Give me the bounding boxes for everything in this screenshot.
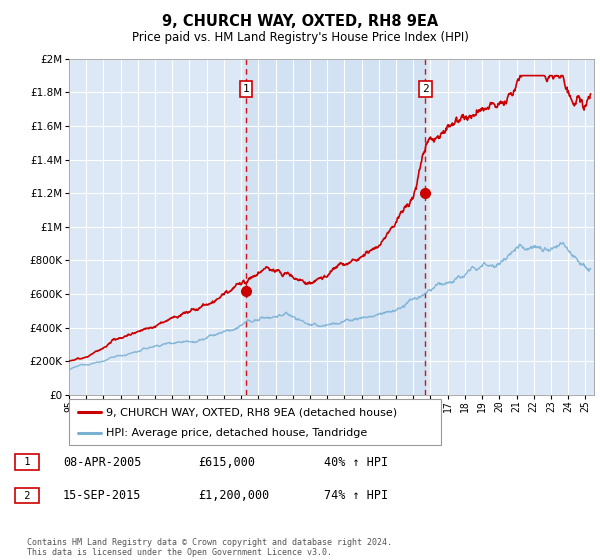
Text: Contains HM Land Registry data © Crown copyright and database right 2024.
This d: Contains HM Land Registry data © Crown c…	[27, 538, 392, 557]
Text: 1: 1	[242, 84, 249, 94]
Text: 2: 2	[422, 84, 429, 94]
Text: 15-SEP-2015: 15-SEP-2015	[63, 489, 142, 502]
Text: 9, CHURCH WAY, OXTED, RH8 9EA (detached house): 9, CHURCH WAY, OXTED, RH8 9EA (detached …	[106, 407, 397, 417]
Text: £1,200,000: £1,200,000	[198, 489, 269, 502]
Text: 9, CHURCH WAY, OXTED, RH8 9EA: 9, CHURCH WAY, OXTED, RH8 9EA	[162, 14, 438, 29]
Text: 1: 1	[17, 457, 37, 467]
Text: HPI: Average price, detached house, Tandridge: HPI: Average price, detached house, Tand…	[106, 428, 367, 438]
Text: 74% ↑ HPI: 74% ↑ HPI	[324, 489, 388, 502]
Bar	[246, 59, 425, 395]
Text: 08-APR-2005: 08-APR-2005	[63, 455, 142, 469]
Text: Price paid vs. HM Land Registry's House Price Index (HPI): Price paid vs. HM Land Registry's House …	[131, 31, 469, 44]
Text: 40% ↑ HPI: 40% ↑ HPI	[324, 455, 388, 469]
FancyBboxPatch shape	[69, 399, 441, 445]
Text: 2: 2	[17, 491, 37, 501]
Text: £615,000: £615,000	[198, 455, 255, 469]
